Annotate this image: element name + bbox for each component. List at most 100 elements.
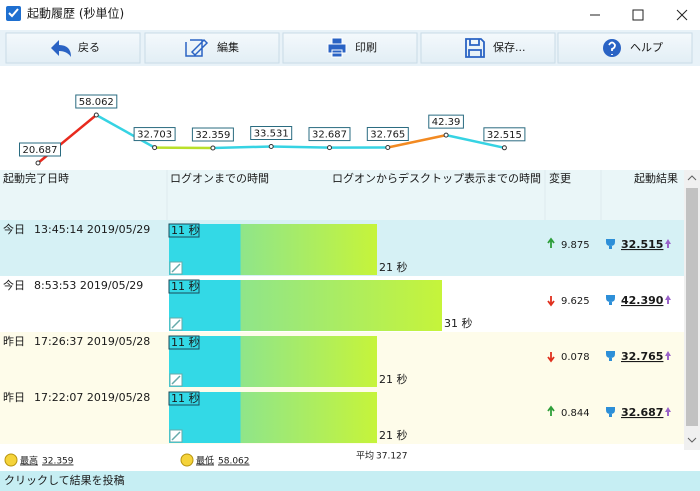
- worst-value[interactable]: 58.062: [218, 457, 250, 467]
- sparkline-area: [0, 66, 700, 170]
- scroll-up[interactable]: [687, 175, 697, 181]
- edit-icon: [185, 38, 209, 57]
- row-day: 今日: [3, 278, 25, 292]
- column-header[interactable]: ログオンまでの時間: [170, 171, 269, 185]
- trophy-icon: [606, 407, 615, 417]
- toolbar-button[interactable]: ヘルプ: [557, 32, 693, 64]
- row-time: 17:26:37 2019/05/28: [34, 335, 150, 348]
- value-label: 33.531: [254, 129, 289, 140]
- desktop-label: 21 秒: [379, 428, 408, 442]
- value-label: 58.062: [79, 97, 114, 108]
- close[interactable]: [676, 9, 688, 21]
- button-face[interactable]: [282, 32, 418, 64]
- button-label[interactable]: 編集: [217, 40, 239, 54]
- result-value[interactable]: 42.390: [621, 294, 664, 307]
- value-label-box: [428, 114, 464, 129]
- share-icon[interactable]: [665, 407, 671, 416]
- column-header[interactable]: 変更: [549, 171, 571, 185]
- change-value: 9.625: [561, 296, 590, 307]
- edit-icon-pen: [171, 431, 181, 441]
- logon-label-box: [168, 223, 200, 238]
- row-day: 昨日: [3, 335, 25, 348]
- sparkline-point: [501, 145, 507, 151]
- toolbar-button[interactable]: 戻る: [5, 32, 141, 64]
- button-face[interactable]: [5, 32, 141, 64]
- column-header[interactable]: 起動結果: [634, 171, 678, 185]
- change-value: 0.844: [561, 408, 590, 419]
- help-icon: [603, 39, 621, 57]
- logon-label: 11 秒: [171, 279, 200, 293]
- status-bar[interactable]: [0, 471, 700, 491]
- logon-label: 11 秒: [171, 335, 200, 349]
- share-icon[interactable]: [665, 239, 671, 248]
- sparkline-segment: [212, 145, 272, 150]
- desktop-label: 21 秒: [379, 260, 408, 274]
- sparkline-point: [443, 132, 449, 138]
- button-label[interactable]: 保存...: [493, 40, 526, 54]
- list-row[interactable]: 昨日 17:26:37 2019/05/28 11 秒 21 秒 0.078 32.765: [0, 332, 684, 388]
- edit-icon-pen: [171, 319, 181, 329]
- row-time: 13:45:14 2019/05/29: [34, 223, 150, 236]
- sparkline-point: [35, 160, 41, 166]
- change-value: 0.078: [561, 352, 590, 363]
- scroll-thumb[interactable]: [686, 188, 698, 426]
- button-label[interactable]: 戻る: [78, 41, 100, 54]
- worst-label[interactable]: 最低: [196, 455, 214, 467]
- share-icon[interactable]: [665, 351, 671, 360]
- share-icon[interactable]: [665, 295, 671, 304]
- row-day: 今日: [3, 222, 25, 236]
- button-label[interactable]: ヘルプ: [630, 41, 663, 54]
- back-icon: [51, 40, 71, 57]
- column-header[interactable]: 起動完了日時: [3, 171, 69, 185]
- result-value[interactable]: 32.765: [621, 350, 663, 363]
- row-time: 8:53:53 2019/05/29: [34, 279, 143, 292]
- row-time: 17:22:07 2019/05/28: [34, 391, 150, 404]
- trophy-icon: [606, 239, 615, 249]
- trophy-icon: [606, 351, 615, 361]
- toolbar-button[interactable]: 保存...: [420, 32, 556, 64]
- logon-label-box: [168, 335, 200, 350]
- value-label-box: [19, 142, 61, 157]
- edit-icon-pen: [171, 263, 181, 273]
- sparkline-point: [152, 145, 158, 151]
- best-value[interactable]: 32.359: [42, 457, 74, 467]
- change-arrow: [547, 405, 555, 416]
- status-text[interactable]: クリックして結果を投稿: [4, 473, 125, 487]
- best-label[interactable]: 最高: [20, 455, 38, 467]
- list-row[interactable]: 今日 13:45:14 2019/05/29 11 秒 21 秒 9.875 32.515: [0, 220, 684, 276]
- toolbar-button[interactable]: 編集: [144, 32, 280, 64]
- scroll-down[interactable]: [687, 437, 697, 443]
- list-row[interactable]: 昨日 17:22:07 2019/05/28 11 秒 21 秒 0.844 32.687: [0, 388, 684, 444]
- desktop-label: 31 秒: [444, 316, 473, 330]
- button-label[interactable]: 印刷: [355, 41, 377, 54]
- desktop-bar: [240, 224, 377, 275]
- button-face[interactable]: [420, 32, 556, 64]
- button-face[interactable]: [144, 32, 280, 64]
- sparkline-point: [268, 144, 274, 150]
- result-value[interactable]: 32.515: [621, 238, 663, 251]
- sparkline-segment: [95, 113, 156, 149]
- button-face[interactable]: [557, 32, 693, 64]
- column-header[interactable]: ログオンからデスクトップ表示までの時間: [332, 171, 541, 185]
- best-icon: [4, 453, 18, 467]
- edit-icon-pen: [171, 375, 181, 385]
- value-label: 32.359: [195, 130, 230, 141]
- toolbar-button[interactable]: 印刷: [282, 32, 418, 64]
- logon-label-box: [168, 279, 200, 294]
- desktop-label: 21 秒: [379, 372, 408, 386]
- maximize[interactable]: [632, 9, 644, 21]
- list-row[interactable]: 今日 8:53:53 2019/05/29 11 秒 31 秒 9.625 42.390: [0, 276, 684, 332]
- value-label: 20.687: [23, 145, 58, 156]
- value-label: 32.703: [137, 130, 172, 141]
- change-arrow: [547, 296, 555, 307]
- help-icon-mark: [608, 41, 616, 55]
- sparkline-point: [93, 112, 99, 118]
- result-value[interactable]: 32.687: [621, 406, 663, 419]
- sparkline-point: [385, 144, 391, 150]
- average-value: 37.127: [376, 452, 408, 462]
- value-label-box: [483, 127, 526, 142]
- value-label-box: [366, 126, 409, 141]
- sparkline-point: [210, 145, 216, 151]
- title-bar: [0, 0, 700, 30]
